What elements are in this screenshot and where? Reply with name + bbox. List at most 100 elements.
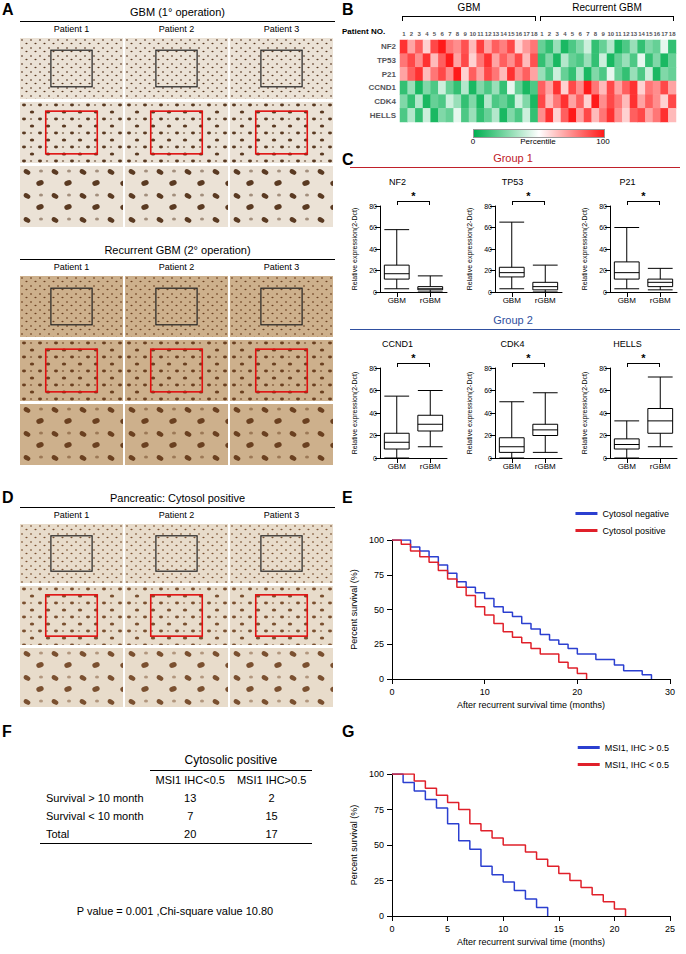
svg-text:rGBM: rGBM [535, 462, 556, 471]
svg-text:20: 20 [484, 267, 492, 274]
svg-text:CDK4: CDK4 [500, 339, 524, 349]
svg-text:11: 11 [477, 31, 484, 37]
svg-text:20: 20 [599, 432, 607, 439]
svg-text:CCND1: CCND1 [382, 339, 413, 349]
svg-text:25: 25 [374, 639, 384, 649]
svg-text:25: 25 [374, 876, 384, 886]
svg-text:12: 12 [623, 31, 630, 37]
svg-text:Percent survival (%): Percent survival (%) [349, 805, 359, 886]
svg-text:Cytosol negative: Cytosol negative [602, 509, 669, 519]
svg-text:6: 6 [578, 31, 582, 37]
svg-text:10: 10 [607, 31, 614, 37]
svg-text:13: 13 [630, 31, 637, 37]
svg-text:Relative expression(2-Dct): Relative expression(2-Dct) [581, 372, 589, 454]
svg-text:TP53: TP53 [502, 177, 524, 187]
svg-text:0: 0 [603, 455, 607, 462]
svg-text:rGBM: rGBM [650, 296, 671, 305]
svg-text:80: 80 [369, 203, 377, 210]
svg-text:0: 0 [389, 687, 394, 697]
svg-text:75: 75 [374, 805, 384, 815]
svg-text:3: 3 [555, 31, 559, 37]
svg-text:60: 60 [369, 387, 377, 394]
svg-text:0: 0 [389, 924, 394, 934]
svg-text:75: 75 [374, 570, 384, 580]
svg-text:8: 8 [594, 31, 598, 37]
svg-text:17: 17 [523, 31, 530, 37]
svg-text:40: 40 [484, 410, 492, 417]
svg-text:0: 0 [373, 289, 377, 296]
svg-text:12: 12 [485, 31, 492, 37]
svg-text:80: 80 [599, 203, 607, 210]
svg-text:60: 60 [599, 387, 607, 394]
svg-text:Relative expression(2-Dct): Relative expression(2-Dct) [351, 372, 359, 454]
svg-text:100: 100 [369, 535, 384, 545]
svg-text:GBM: GBM [618, 462, 637, 471]
svg-text:GBM: GBM [503, 296, 522, 305]
svg-text:After recurrent survival time: After recurrent survival time (months) [457, 700, 605, 710]
svg-text:Percent survival (%): Percent survival (%) [349, 569, 359, 650]
svg-text:MSI1, IHC > 0.5: MSI1, IHC > 0.5 [605, 743, 669, 753]
svg-text:10: 10 [469, 31, 476, 37]
svg-text:GBM: GBM [388, 462, 407, 471]
svg-text:14: 14 [638, 31, 645, 37]
svg-text:40: 40 [599, 410, 607, 417]
svg-text:GBM: GBM [503, 462, 522, 471]
svg-text:10: 10 [480, 687, 490, 697]
svg-text:60: 60 [484, 387, 492, 394]
svg-text:GBM: GBM [618, 296, 637, 305]
svg-text:40: 40 [599, 246, 607, 253]
svg-text:3: 3 [417, 31, 421, 37]
svg-text:20: 20 [609, 924, 619, 934]
svg-text:7: 7 [448, 31, 452, 37]
svg-text:HELLS: HELLS [370, 111, 397, 120]
svg-text:9: 9 [463, 31, 467, 37]
svg-text:7: 7 [586, 31, 590, 37]
svg-text:13: 13 [492, 31, 499, 37]
svg-text:20: 20 [484, 432, 492, 439]
svg-text:0: 0 [379, 911, 384, 921]
svg-text:rGBM: rGBM [535, 296, 556, 305]
svg-text:14: 14 [500, 31, 507, 37]
svg-text:60: 60 [369, 224, 377, 231]
svg-text:50: 50 [374, 605, 384, 615]
svg-text:Cytosol positive: Cytosol positive [602, 526, 665, 536]
svg-text:NF2: NF2 [389, 177, 406, 187]
svg-text:16: 16 [653, 31, 660, 37]
svg-text:rGBM: rGBM [650, 462, 671, 471]
svg-text:After recurrent survival time: After recurrent survival time (months) [457, 937, 605, 947]
svg-text:20: 20 [572, 687, 582, 697]
svg-text:9: 9 [601, 31, 605, 37]
svg-text:15: 15 [646, 31, 653, 37]
svg-text:NF2: NF2 [381, 42, 397, 51]
svg-text:17: 17 [661, 31, 668, 37]
svg-text:18: 18 [531, 31, 538, 37]
svg-text:HELLS: HELLS [613, 339, 642, 349]
svg-text:10: 10 [498, 924, 508, 934]
svg-text:18: 18 [669, 31, 676, 37]
svg-text:8: 8 [456, 31, 460, 37]
svg-text:rGBM: rGBM [420, 296, 441, 305]
svg-text:5: 5 [571, 31, 575, 37]
svg-text:25: 25 [665, 924, 675, 934]
svg-text:2: 2 [548, 31, 552, 37]
svg-text:0: 0 [373, 455, 377, 462]
svg-text:Relative expression(2-Dct): Relative expression(2-Dct) [466, 208, 474, 290]
svg-text:Relative expression(2-Dct): Relative expression(2-Dct) [351, 208, 359, 290]
svg-text:4: 4 [425, 31, 429, 37]
svg-text:20: 20 [369, 267, 377, 274]
svg-text:80: 80 [484, 365, 492, 372]
svg-text:0: 0 [603, 289, 607, 296]
svg-text:1: 1 [540, 31, 544, 37]
svg-text:16: 16 [515, 31, 522, 37]
svg-text:1: 1 [402, 31, 406, 37]
svg-text:CCND1: CCND1 [368, 83, 396, 92]
svg-text:2: 2 [410, 31, 414, 37]
svg-text:6: 6 [440, 31, 444, 37]
svg-text:P21: P21 [619, 177, 635, 187]
svg-text:TP53: TP53 [377, 56, 397, 65]
svg-text:40: 40 [369, 246, 377, 253]
svg-text:Relative expression(2-Dct): Relative expression(2-Dct) [466, 372, 474, 454]
svg-text:60: 60 [484, 224, 492, 231]
svg-text:P21: P21 [382, 70, 397, 79]
svg-text:60: 60 [599, 224, 607, 231]
